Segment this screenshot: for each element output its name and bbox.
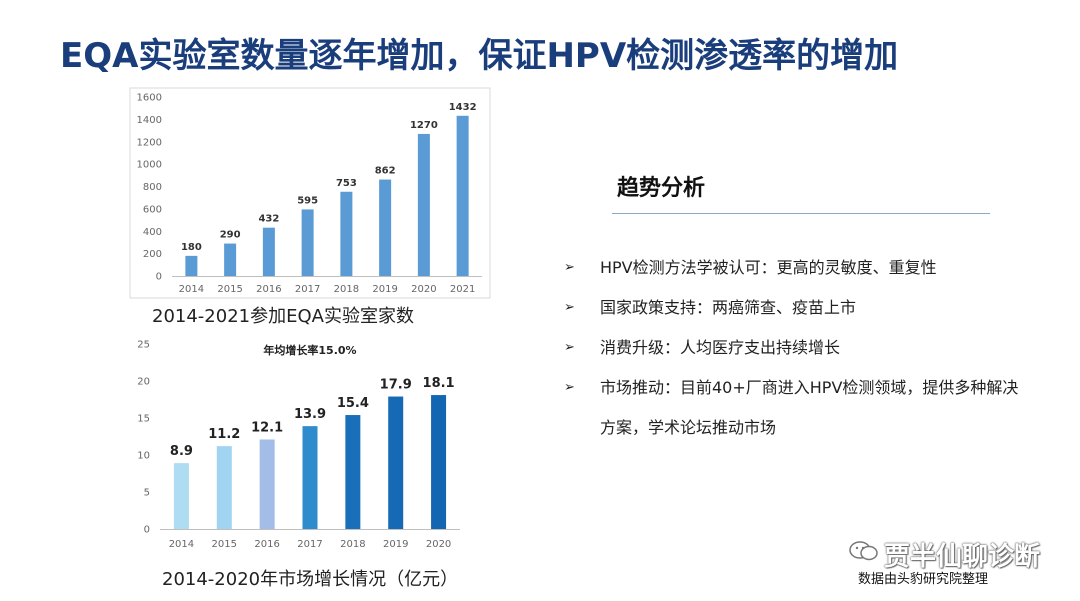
bar-2016 bbox=[259, 439, 275, 529]
source-note: 数据由头豹研究院整理 bbox=[858, 572, 989, 587]
x-tick-label: 2015 bbox=[217, 284, 242, 295]
data-label-2014: 180 bbox=[181, 242, 202, 253]
y-tick-label: 0 bbox=[144, 525, 150, 536]
data-label-2015: 11.2 bbox=[208, 427, 240, 442]
bar-2016 bbox=[262, 227, 275, 276]
bar-2017 bbox=[302, 426, 318, 529]
y-tick-label: 200 bbox=[143, 249, 162, 260]
data-label-2018: 753 bbox=[336, 178, 357, 189]
analysis-item: ➢ 国家政策支持：两癌筛查、疫苗上市 bbox=[562, 288, 1032, 328]
analysis-item-text: 国家政策支持：两癌筛查、疫苗上市 bbox=[600, 298, 857, 317]
analysis-item-text: 消费升级：人均医疗支出持续增长 bbox=[600, 338, 841, 357]
bar-2015 bbox=[224, 243, 237, 276]
arrow-bullet-icon: ➢ bbox=[564, 260, 575, 275]
y-tick-label: 1400 bbox=[137, 115, 162, 126]
y-tick-label: 600 bbox=[143, 204, 162, 215]
y-tick-label: 400 bbox=[143, 227, 162, 238]
x-tick-label: 2017 bbox=[297, 539, 322, 550]
data-label-2018: 15.4 bbox=[337, 396, 369, 411]
x-tick-label: 2014 bbox=[179, 284, 204, 295]
y-tick-label: 800 bbox=[143, 182, 162, 193]
analysis-item: ➢ 消费升级：人均医疗支出持续增长 bbox=[562, 328, 1032, 368]
arrow-bullet-icon: ➢ bbox=[564, 300, 575, 315]
bar-2020 bbox=[431, 395, 447, 529]
x-tick-label: 2019 bbox=[372, 284, 397, 295]
arrow-bullet-icon: ➢ bbox=[564, 380, 575, 395]
data-label-2019: 17.9 bbox=[380, 378, 412, 393]
chart-title: 年均增长率15.0% bbox=[263, 343, 356, 357]
chart-market-growth-caption: 2014-2020年市场增长情况（亿元） bbox=[162, 569, 459, 590]
bar-2017 bbox=[301, 209, 314, 276]
chart-eqa-labs-caption: 2014-2021参加EQA实验室家数 bbox=[152, 306, 414, 327]
y-tick-label: 25 bbox=[137, 340, 150, 351]
y-tick-label: 15 bbox=[137, 414, 150, 425]
x-tick-label: 2020 bbox=[411, 284, 436, 295]
data-label-2020: 18.1 bbox=[423, 376, 455, 391]
x-tick-label: 2021 bbox=[450, 284, 475, 295]
arrow-bullet-icon: ➢ bbox=[564, 340, 575, 355]
y-tick-label: 1200 bbox=[137, 137, 162, 148]
x-tick-label: 2016 bbox=[254, 539, 279, 550]
analysis-item: ➢ HPV检测方法学被认可：更高的灵敏度、重复性 bbox=[562, 248, 1032, 288]
data-label-2015: 290 bbox=[220, 230, 241, 241]
page-title: EQA实验室数量逐年增加，保证HPV检测渗透率的增加 bbox=[60, 36, 899, 76]
x-tick-label: 2014 bbox=[169, 539, 194, 550]
bar-2020 bbox=[417, 133, 430, 276]
analysis-divider bbox=[612, 213, 990, 214]
watermark-brand-name: 贾半仙聊诊断 bbox=[884, 542, 1041, 572]
bar-2014 bbox=[185, 255, 198, 276]
x-tick-label: 2018 bbox=[334, 284, 359, 295]
data-label-2016: 12.1 bbox=[251, 420, 283, 435]
x-tick-label: 2019 bbox=[383, 539, 408, 550]
x-tick-label: 2020 bbox=[426, 539, 451, 550]
bar-2018 bbox=[345, 415, 361, 529]
y-tick-label: 1600 bbox=[137, 93, 162, 104]
x-tick-label: 2018 bbox=[340, 539, 365, 550]
data-label-2017: 595 bbox=[297, 195, 318, 206]
chart-eqa-labs: 0 200 400 600 800 1000 1200 1400 1600 180 2014 290 2… bbox=[129, 87, 491, 299]
analysis-heading: 趋势分析 bbox=[617, 176, 706, 201]
data-label-2019: 862 bbox=[375, 166, 396, 177]
y-tick-label: 1000 bbox=[137, 160, 162, 171]
data-label-2016: 432 bbox=[258, 214, 279, 225]
x-tick-label: 2015 bbox=[212, 539, 237, 550]
chart-market-growth: 0 5 10 15 20 25 年均增长率15.0% 8.9 2014 11.2 2015 12.1 2… bbox=[137, 340, 460, 550]
data-label-2020: 1270 bbox=[410, 120, 438, 131]
bar-2019 bbox=[379, 179, 392, 276]
data-label-2017: 13.9 bbox=[294, 407, 326, 422]
analysis-item: ➢ 市场推动：目前40+厂商进入HPV检测领域，提供多种解决方案，学术论坛推动市场 bbox=[562, 368, 1032, 448]
bar-2015 bbox=[216, 446, 232, 529]
data-label-2014: 8.9 bbox=[170, 444, 193, 459]
analysis-item-text: HPV检测方法学被认可：更高的灵敏度、重复性 bbox=[600, 258, 937, 277]
y-tick-label: 10 bbox=[137, 451, 150, 462]
analysis-list: ➢ HPV检测方法学被认可：更高的灵敏度、重复性 ➢ 国家政策支持：两癌筛查、疫苗上… bbox=[562, 248, 1032, 448]
analysis-item-text: 市场推动：目前40+厂商进入HPV检测领域，提供多种解决方案，学术论坛推动市场 bbox=[600, 378, 1019, 437]
wechat-icon bbox=[849, 541, 878, 561]
bar-2019 bbox=[388, 396, 404, 529]
x-tick-label: 2016 bbox=[256, 284, 281, 295]
y-tick-label: 20 bbox=[137, 377, 150, 388]
y-tick-label: 5 bbox=[144, 488, 150, 499]
bar-2014 bbox=[173, 463, 189, 529]
bar-2018 bbox=[340, 191, 353, 276]
data-label-2021: 1432 bbox=[449, 102, 477, 113]
bar-2021 bbox=[456, 115, 469, 276]
x-tick-label: 2017 bbox=[295, 284, 320, 295]
y-tick-label: 0 bbox=[156, 272, 162, 283]
